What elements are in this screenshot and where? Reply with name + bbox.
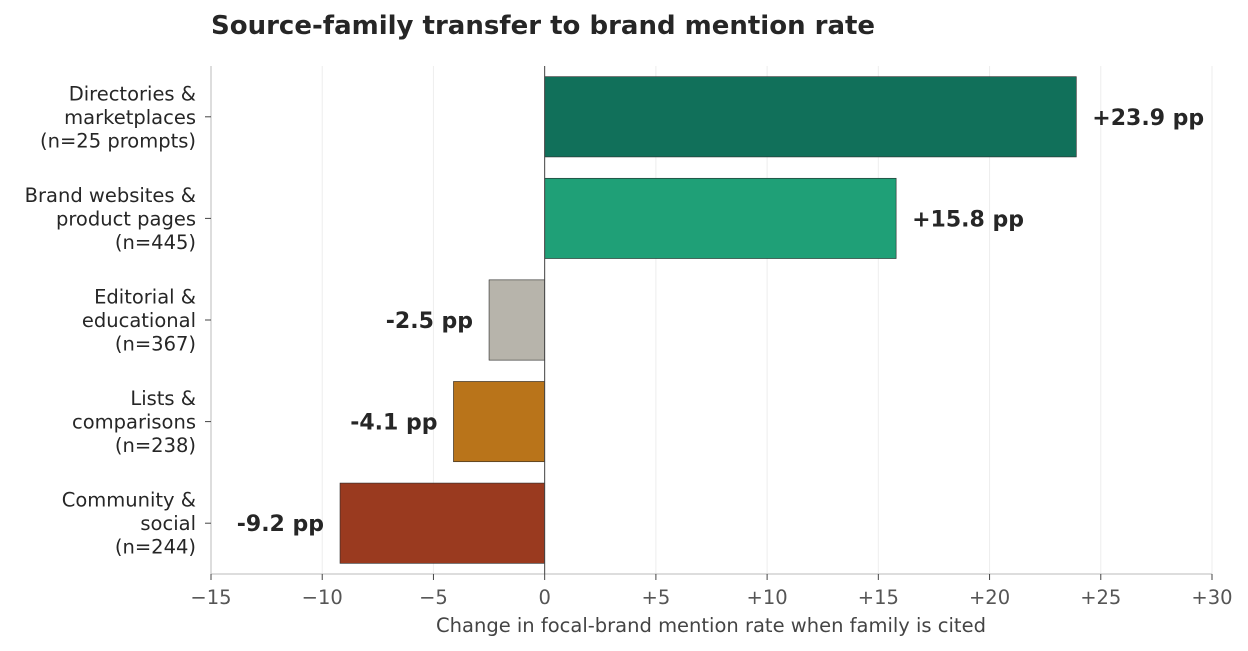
x-tick-label: +10 bbox=[747, 586, 788, 609]
x-tick-label: +25 bbox=[1080, 586, 1121, 609]
category-label: (n=244) bbox=[115, 536, 196, 559]
category-label: (n=25 prompts) bbox=[40, 129, 196, 152]
data-label: -2.5 pp bbox=[386, 309, 473, 334]
data-label: -4.1 pp bbox=[350, 411, 437, 436]
bar bbox=[544, 76, 1077, 158]
data-label: -9.2 pp bbox=[237, 512, 324, 537]
bar bbox=[453, 381, 545, 463]
x-tick-label: +20 bbox=[969, 586, 1010, 609]
data-label: +15.8 pp bbox=[912, 207, 1024, 232]
category-label: (n=445) bbox=[115, 231, 196, 254]
category-label: marketplaces bbox=[64, 106, 196, 129]
x-tick-label: −5 bbox=[419, 586, 448, 609]
x-tick-label: 0 bbox=[538, 586, 550, 609]
category-label: (n=367) bbox=[115, 333, 196, 356]
x-axis-label: Change in focal-brand mention rate when … bbox=[436, 614, 986, 637]
chart-title: Source-family transfer to brand mention … bbox=[211, 11, 875, 41]
bar bbox=[339, 482, 545, 564]
category-label: (n=238) bbox=[115, 434, 196, 457]
category-label: Directories & bbox=[69, 82, 196, 105]
category-label: product pages bbox=[56, 207, 196, 230]
category-label: Editorial & bbox=[94, 286, 196, 309]
bar bbox=[544, 177, 897, 259]
bars bbox=[339, 76, 1077, 564]
category-label: comparisons bbox=[72, 411, 196, 434]
bar bbox=[488, 279, 545, 361]
category-label: Lists & bbox=[130, 387, 196, 410]
x-ticks: −15 −10 −5 0 +5 +10 +15 +20 +25 +30 bbox=[190, 574, 1233, 609]
category-labels: Directories &marketplaces(n=25 prompts) B… bbox=[25, 82, 211, 559]
data-label: +23.9 pp bbox=[1092, 106, 1204, 131]
x-tick-label: −10 bbox=[302, 586, 343, 609]
x-tick-label: +15 bbox=[858, 586, 899, 609]
category-label: Brand websites & bbox=[25, 184, 196, 207]
category-label: educational bbox=[82, 309, 196, 332]
x-tick-label: −15 bbox=[190, 586, 231, 609]
data-labels: +23.9 pp +15.8 pp -2.5 pp -4.1 pp -9.2 pp bbox=[237, 106, 1204, 537]
category-label: social bbox=[140, 512, 196, 535]
x-tick-label: +5 bbox=[642, 586, 671, 609]
x-tick-label: +30 bbox=[1191, 586, 1232, 609]
category-label: Community & bbox=[62, 489, 196, 512]
